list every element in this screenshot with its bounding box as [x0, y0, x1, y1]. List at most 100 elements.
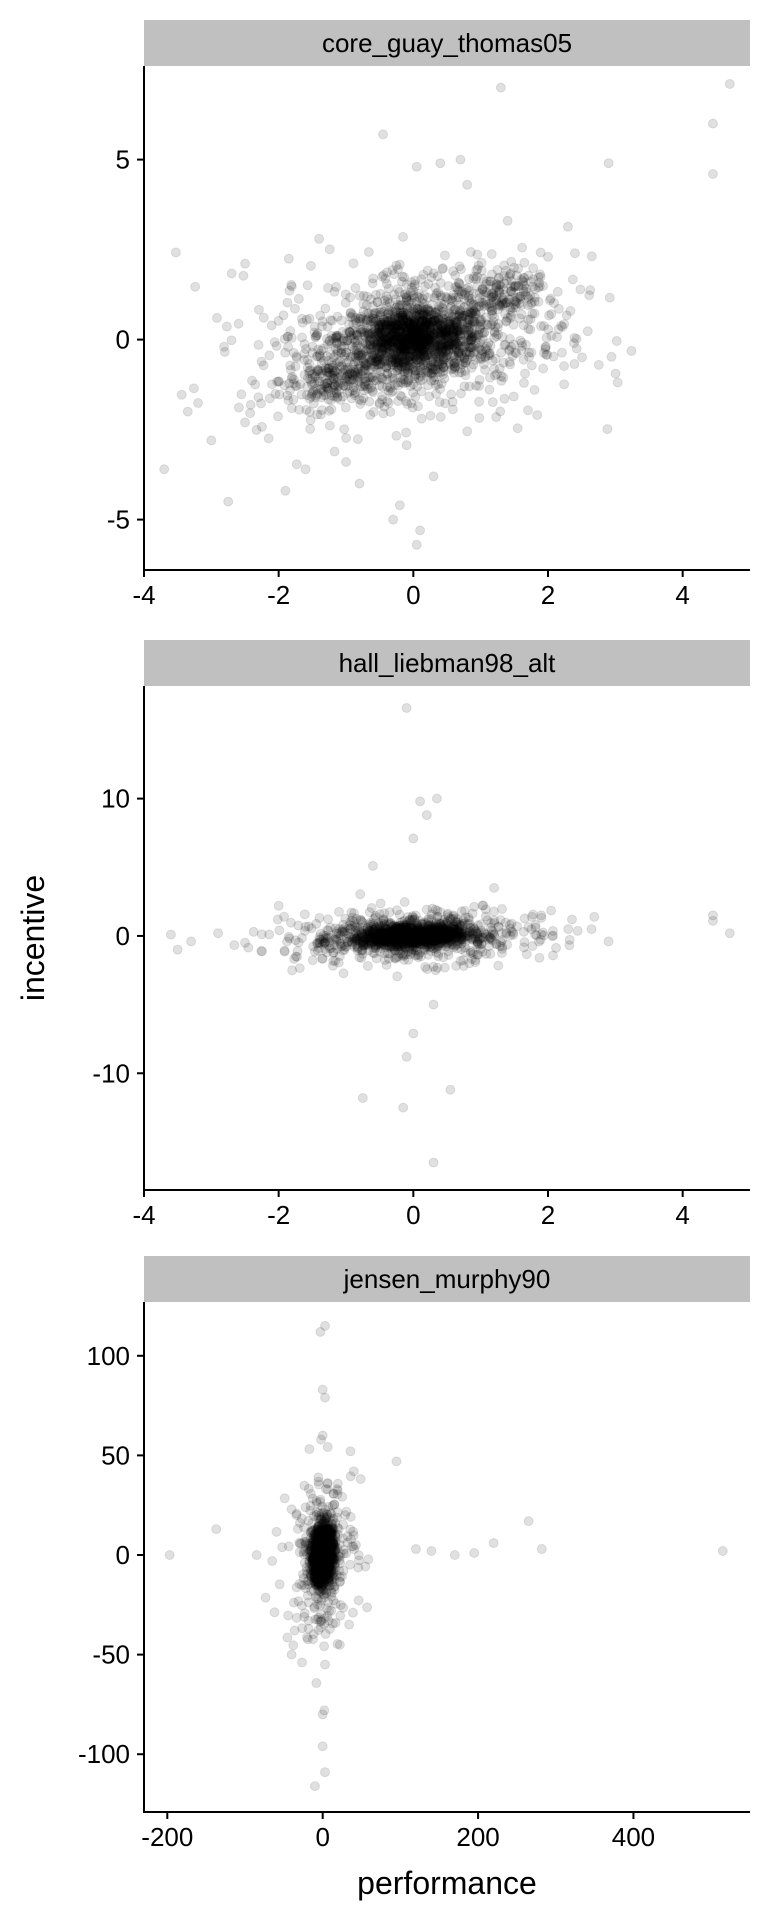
scatter-point [296, 313, 307, 324]
scatter-point [445, 315, 456, 326]
scatter-point [412, 401, 423, 412]
scatter-point [502, 215, 513, 226]
scatter-point [466, 342, 477, 353]
scatter-point [354, 478, 365, 489]
scatter-point [435, 364, 446, 375]
scatter-point [301, 314, 312, 325]
scatter-point [258, 360, 269, 371]
scatter-point [329, 446, 340, 457]
scatter-point [411, 539, 422, 550]
scatter-point [384, 298, 395, 309]
scatter-point [372, 296, 383, 307]
scatter-point [326, 404, 337, 415]
scatter-point [408, 338, 419, 349]
scatter-point [449, 320, 460, 331]
scatter-point [410, 351, 421, 362]
scatter-point [369, 329, 380, 340]
scatter-point [377, 343, 388, 354]
x-tick-label: -2 [267, 1200, 290, 1230]
scatter-point [402, 344, 413, 355]
scatter-point [414, 312, 425, 323]
scatter-point [448, 322, 459, 333]
scatter-point [287, 371, 298, 382]
scatter-point [387, 356, 398, 367]
scatter-point [401, 325, 412, 336]
scatter-point [571, 343, 582, 354]
scatter-point [439, 373, 450, 384]
scatter-point [432, 346, 443, 357]
scatter-point [165, 929, 176, 940]
scatter-point [493, 318, 504, 329]
scatter-point [486, 288, 497, 299]
scatter-point [416, 322, 427, 333]
scatter-point [387, 353, 398, 364]
scatter-point [422, 303, 433, 314]
scatter-point [612, 377, 623, 388]
scatter-point [352, 356, 363, 367]
scatter-point [365, 344, 376, 355]
scatter-point [424, 362, 435, 373]
scatter-point [329, 391, 340, 402]
scatter-point [511, 921, 522, 932]
scatter-point [452, 338, 463, 349]
scatter-point [442, 350, 453, 361]
scatter-point [291, 352, 302, 363]
scatter-point [394, 316, 405, 327]
scatter-point [407, 334, 418, 345]
scatter-point [392, 307, 403, 318]
scatter-point [564, 934, 575, 945]
scatter-point [441, 332, 452, 343]
scatter-point [373, 329, 384, 340]
scatter-point [240, 417, 250, 428]
scatter-point [402, 315, 413, 326]
scatter-point [499, 393, 510, 404]
scatter-point [410, 365, 421, 376]
scatter-point [377, 373, 388, 384]
scatter-point [401, 295, 412, 306]
scatter-point [470, 308, 481, 319]
scatter-point [389, 323, 400, 334]
scatter-point [463, 322, 474, 333]
scatter-point [396, 350, 407, 361]
scatter-point [484, 301, 495, 312]
scatter-point [454, 324, 465, 335]
scatter-point [305, 423, 316, 434]
scatter-point [329, 286, 340, 297]
scatter-point [480, 904, 491, 915]
scatter-point [382, 368, 393, 379]
scatter-point [471, 332, 482, 343]
scatter-point [341, 433, 352, 444]
scatter-point [419, 341, 430, 352]
scatter-point [553, 324, 564, 335]
scatter-point [377, 345, 388, 356]
scatter-point [293, 293, 304, 304]
scatter-point [283, 341, 294, 352]
scatter-point [309, 321, 320, 332]
scatter-point [441, 341, 452, 352]
scatter-point [396, 328, 407, 339]
scatter-point [452, 325, 463, 336]
scatter-point [426, 941, 437, 952]
scatter-point [724, 928, 735, 939]
scatter-point [211, 312, 222, 323]
scatter-point [438, 338, 449, 349]
scatter-point [476, 344, 487, 355]
scatter-point [430, 340, 441, 351]
scatter-point [422, 265, 433, 276]
scatter-point [423, 312, 434, 323]
scatter-point [543, 251, 553, 262]
scatter-point [423, 332, 434, 343]
scatter-point [497, 331, 508, 342]
scatter-point [300, 921, 311, 932]
scatter-point [611, 335, 622, 346]
scatter-point [392, 299, 403, 310]
scatter-point [371, 352, 382, 363]
scatter-point [378, 129, 389, 140]
scatter-point [602, 424, 613, 435]
scatter-point [387, 352, 398, 363]
scatter-point [339, 341, 350, 352]
scatter-point [307, 955, 318, 966]
scatter-point [399, 346, 410, 357]
scatter-point [363, 246, 374, 257]
scatter-point [398, 1102, 409, 1113]
